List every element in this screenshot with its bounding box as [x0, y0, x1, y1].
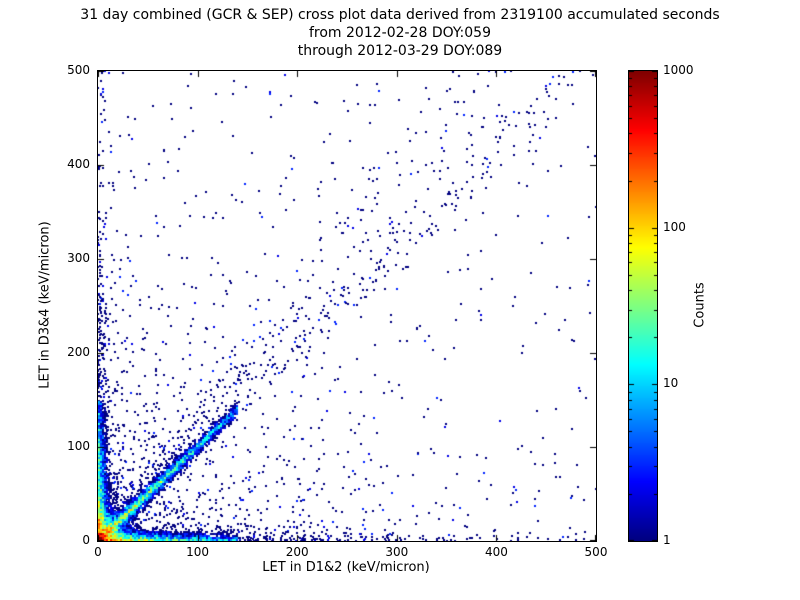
y-tick-label: 200: [67, 345, 90, 359]
chart-subtitle-through: through 2012-03-29 DOY:089: [297, 43, 503, 59]
x-tick-label: 200: [285, 545, 309, 559]
y-axis-tick-labels: 0 100 200 300 400 500: [0, 63, 90, 547]
colorbar-tick-label: 10: [663, 376, 679, 391]
x-tick-label: 500: [584, 545, 608, 559]
y-tick-label: 300: [67, 251, 90, 265]
y-tick-label: 500: [67, 63, 90, 77]
y-tick-label: 400: [67, 157, 90, 171]
colorbar-tick-labels: 1 10 100 1000: [663, 63, 707, 547]
chart-title-block: 31 day combined (GCR & SEP) cross plot d…: [0, 6, 800, 60]
colorbar-tick-label: 100: [663, 219, 686, 234]
y-axis-label: LET in D3&4 (keV/micron): [37, 221, 53, 389]
chart-title: 31 day combined (GCR & SEP) cross plot d…: [80, 7, 720, 23]
x-tick-label: 0: [94, 545, 102, 559]
scatter-canvas: [98, 71, 596, 541]
x-axis-label: LET in D1&2 (keV/micron): [262, 560, 430, 575]
plot-area: [97, 70, 597, 542]
x-tick-label: 300: [385, 545, 409, 559]
colorbar-gradient: [629, 71, 657, 541]
y-tick-label: 100: [67, 439, 90, 453]
x-axis-tick-labels: 0 100 200 300 400 500: [94, 545, 607, 561]
chart-subtitle-from: from 2012-02-28 DOY:059: [308, 25, 491, 41]
x-tick-label: 400: [484, 545, 508, 559]
colorbar-tick-label: 1: [663, 533, 671, 547]
x-tick-label: 100: [186, 545, 210, 559]
y-tick-label: 0: [82, 533, 90, 547]
colorbar-tick-label: 1000: [663, 63, 694, 77]
colorbar-label: Counts: [692, 282, 708, 328]
colorbar: [628, 70, 658, 542]
